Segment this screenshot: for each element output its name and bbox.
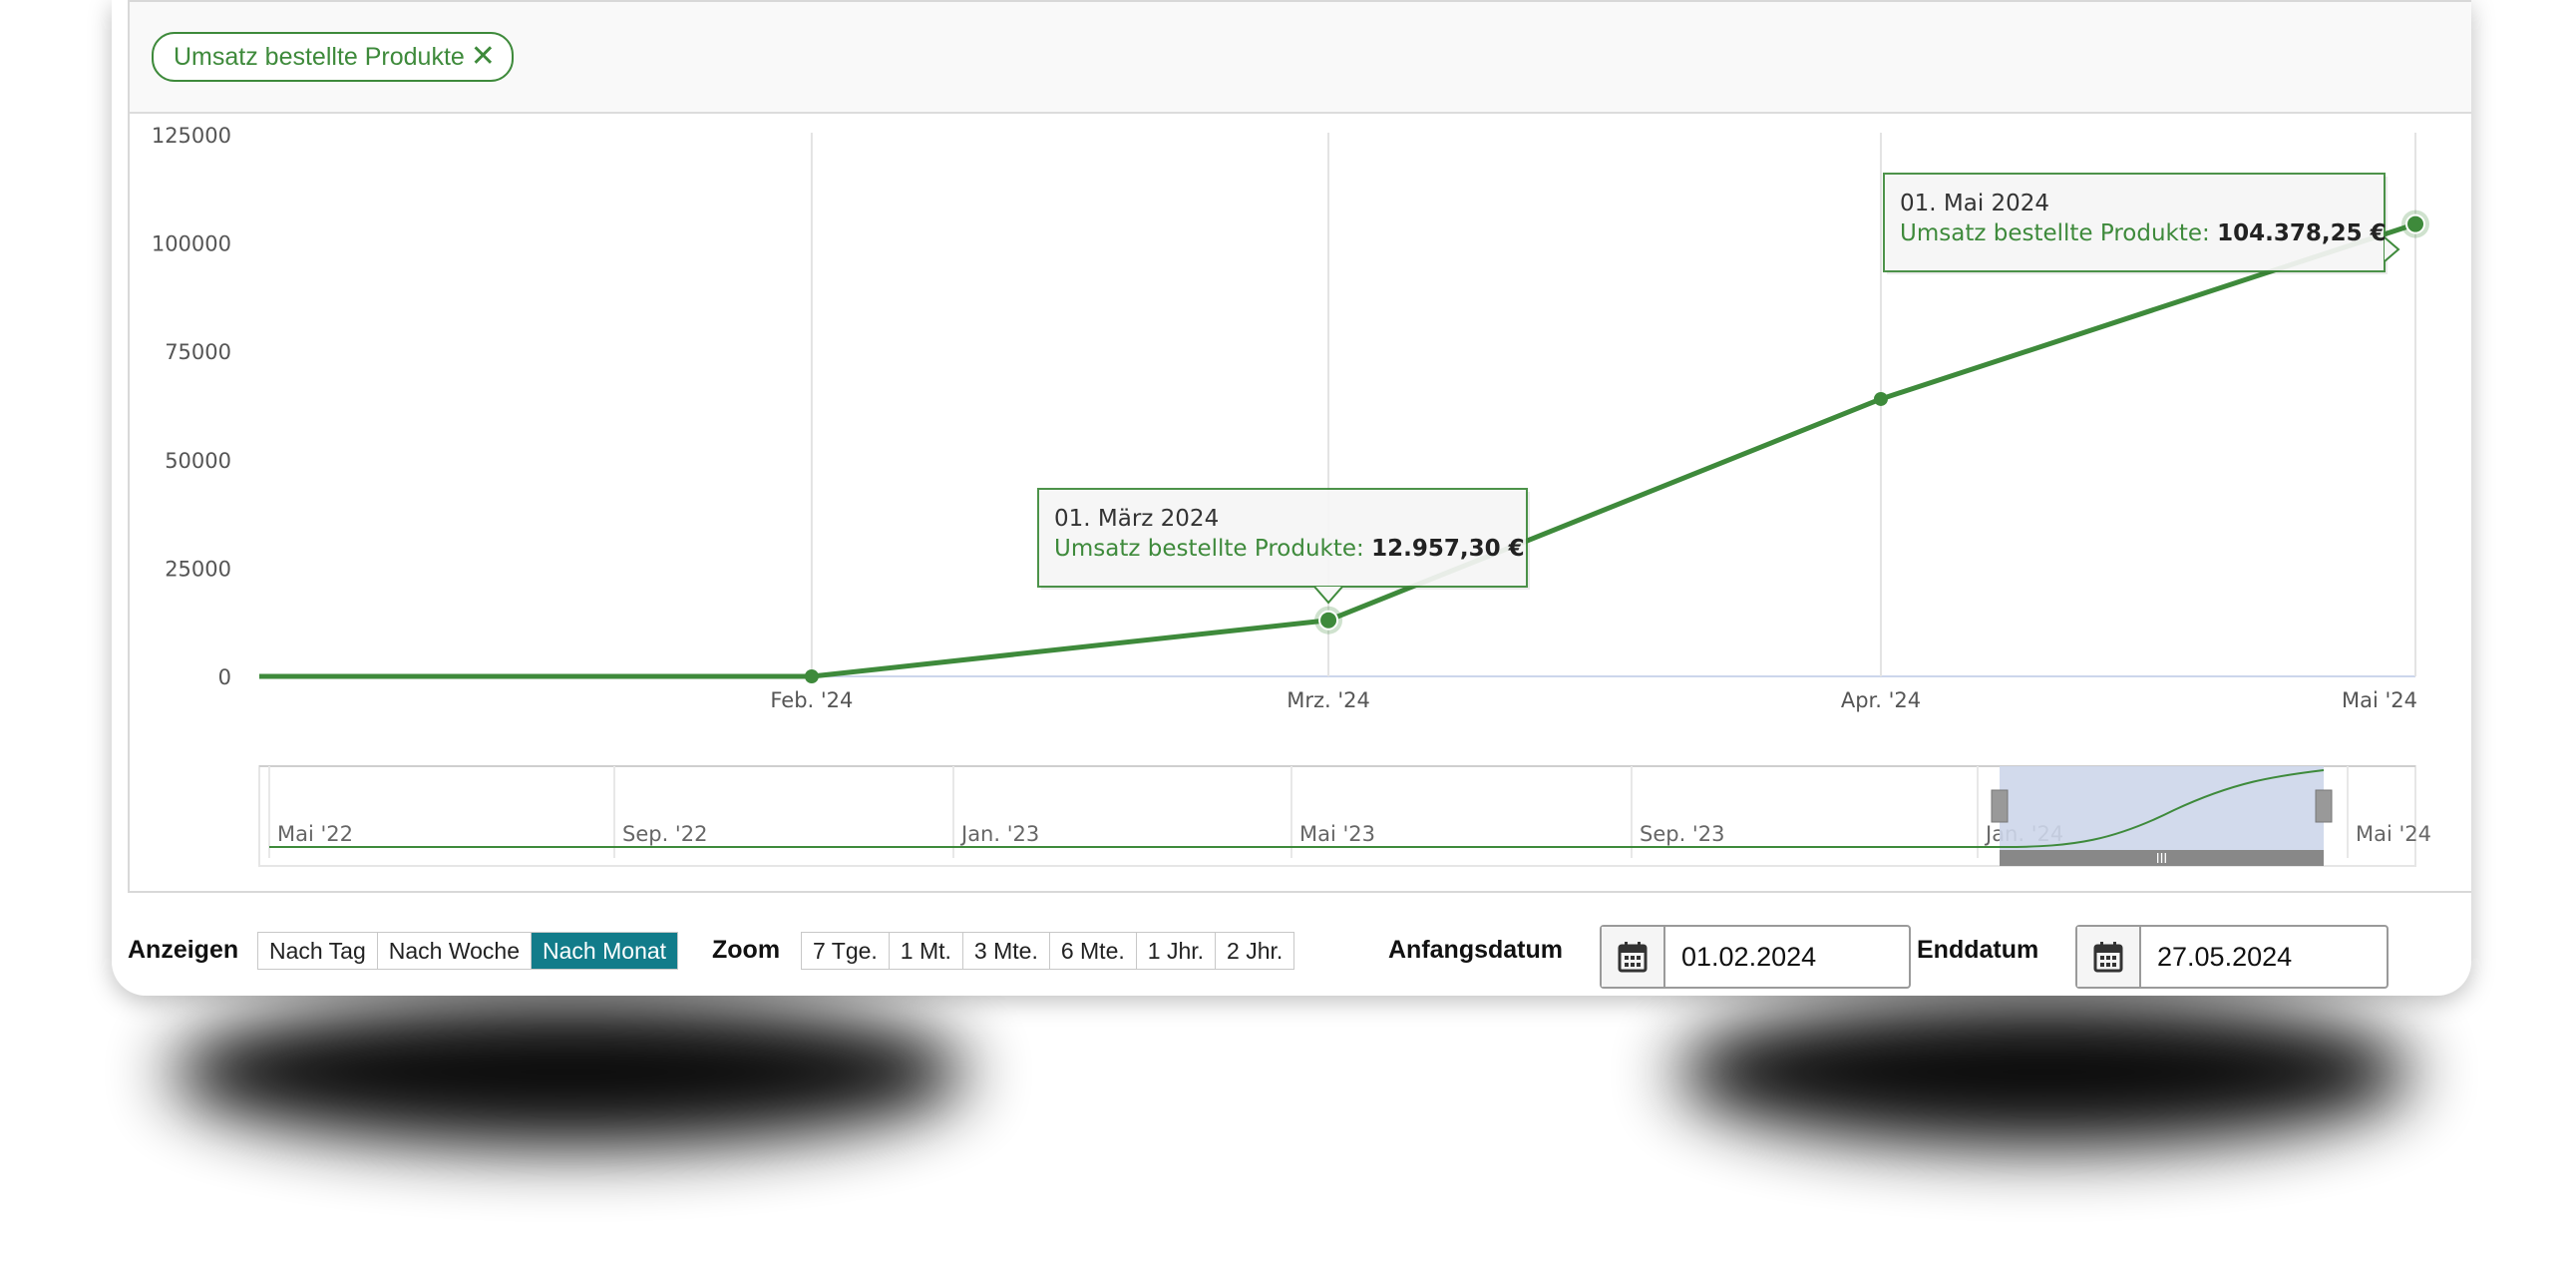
zoom-button-6m[interactable]: 6 Mte.: [1049, 933, 1137, 969]
tooltip-date: 01. Mai 2024: [1900, 191, 2049, 216]
zoom-button-3m[interactable]: 3 Mte.: [962, 933, 1050, 969]
line-chart: 0 25000 50000 75000 100000 125000 Feb. '24 Mrz…: [152, 124, 2431, 867]
navigator-label: Sep. '23: [1640, 822, 1724, 846]
end-date-field[interactable]: 27.05.2024: [2075, 925, 2389, 989]
x-tick-label: Mrz. '24: [1287, 688, 1370, 712]
chart-controls: Anzeigen Nach Tag Nach Woche Nach Monat …: [128, 925, 2471, 989]
zoom-button-2y[interactable]: 2 Jhr.: [1216, 933, 1294, 969]
tooltip-arrow: [1313, 586, 1343, 605]
tooltip-value-line: Umsatz bestellte Produkte: 12.957,30 €: [1054, 536, 1525, 562]
data-point: [804, 669, 819, 683]
navigator-scrollbar: [2000, 850, 2324, 866]
zoom-button-group: 7 Tge. 1 Mt. 3 Mte. 6 Mte. 1 Jhr. 2 Jhr.: [801, 932, 1295, 970]
start-date-label: Anfangsdatum: [1388, 936, 1563, 964]
y-tick-label: 125000: [152, 124, 231, 148]
tooltip-box: [1037, 488, 1528, 588]
view-label: Anzeigen: [128, 936, 239, 964]
drop-shadow-left: [170, 998, 967, 1147]
tooltip-value-line: Umsatz bestellte Produkte: 104.378,25 €: [1900, 220, 2387, 246]
tooltip-arrow: [2384, 236, 2400, 262]
y-tick-label: 75000: [165, 340, 231, 364]
data-point: [2405, 213, 2425, 234]
tooltip-date: 01. März 2024: [1054, 506, 1219, 532]
start-date-field[interactable]: 01.02.2024: [1600, 925, 1911, 989]
chart-card: Umsatz bestellte Produkte ✕ 0 25000 50000 7…: [112, 0, 2471, 996]
tooltip: 01. Mai 2024 Umsatz bestellte Produkte: 1…: [1883, 173, 2400, 274]
navigator-series-line: [269, 769, 2325, 848]
navigator-scroll-grip: III: [2156, 852, 2168, 867]
navigator-label: Jan. '23: [959, 822, 1039, 846]
end-date-label: Enddatum: [1917, 936, 2039, 964]
navigator-label: Mai '22: [277, 822, 353, 846]
legend-header: Umsatz bestellte Produkte ✕: [130, 2, 2471, 114]
zoom-label: Zoom: [712, 936, 781, 964]
y-tick-label: 50000: [165, 449, 231, 473]
series-filter-chip[interactable]: Umsatz bestellte Produkte ✕: [152, 32, 514, 82]
x-tick-label: Apr. '24: [1841, 688, 1921, 712]
x-tick-label: Mai '24: [2342, 688, 2417, 712]
drop-shadow-right: [1675, 998, 2413, 1147]
tooltip: 01. März 2024 Umsatz bestellte Produkte: …: [1037, 488, 1530, 605]
navigator-handle: [2315, 789, 2333, 823]
navigator-handle: [1991, 789, 2009, 823]
calendar-icon[interactable]: [1602, 927, 1665, 987]
tooltip-box: [1883, 173, 2386, 272]
y-tick-label: 25000: [165, 557, 231, 581]
y-tick-label: 100000: [152, 232, 231, 256]
view-button-week[interactable]: Nach Woche: [377, 933, 533, 969]
zoom-button-1y[interactable]: 1 Jhr.: [1136, 933, 1217, 969]
chart-panel: Umsatz bestellte Produkte ✕ 0 25000 50000 7…: [128, 0, 2471, 893]
calendar-icon[interactable]: [2077, 927, 2141, 987]
series-line: [259, 221, 2416, 679]
navigator-label: Mai '23: [1299, 822, 1375, 846]
zoom-button-7d[interactable]: 7 Tge.: [802, 933, 890, 969]
data-point: [1873, 391, 1888, 406]
navigator-label: Mai '24: [2356, 822, 2431, 846]
view-button-month[interactable]: Nach Monat: [532, 933, 678, 969]
view-button-day[interactable]: Nach Tag: [258, 933, 378, 969]
navigator-selection: [2000, 766, 2324, 850]
y-tick-label: 0: [218, 665, 231, 689]
start-date-value[interactable]: 01.02.2024: [1681, 942, 1817, 972]
data-point: [1318, 610, 1339, 631]
zoom-button-1m[interactable]: 1 Mt.: [889, 933, 963, 969]
end-date-value[interactable]: 27.05.2024: [2157, 942, 2293, 972]
view-button-group: Nach Tag Nach Woche Nach Monat: [257, 932, 679, 970]
navigator-label: Sep. '22: [622, 822, 707, 846]
series-filter-label: Umsatz bestellte Produkte: [174, 43, 465, 71]
x-tick-label: Feb. '24: [770, 688, 853, 712]
close-icon[interactable]: ✕: [470, 40, 496, 73]
